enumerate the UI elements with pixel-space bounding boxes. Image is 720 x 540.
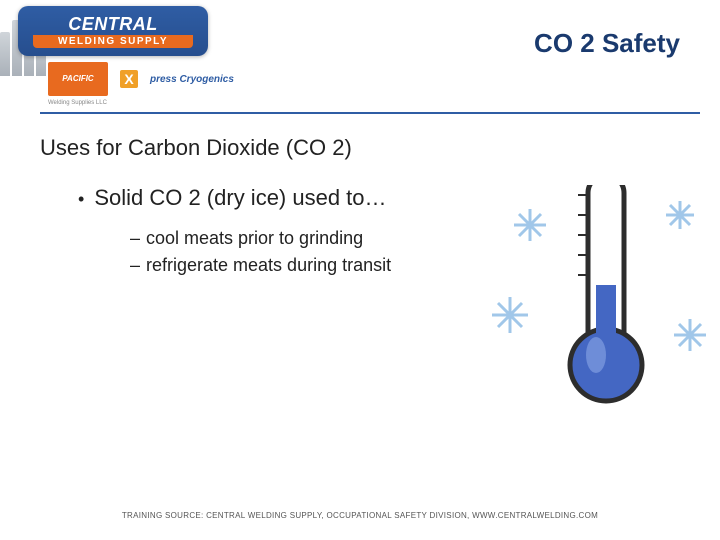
- page-title: CO 2 Safety: [534, 28, 680, 59]
- cryo-label: press Cryogenics: [150, 74, 234, 85]
- central-logo-sub: WELDING SUPPLY: [33, 35, 193, 48]
- sub-bullet-list: –cool meats prior to grinding –refrigera…: [130, 228, 391, 282]
- pacific-label: PACIFIC: [62, 75, 93, 83]
- pacific-logo: PACIFIC Welding Supplies LLC: [48, 62, 108, 96]
- sub-bullet-text: refrigerate meats during transit: [146, 255, 391, 275]
- list-item: –cool meats prior to grinding: [130, 228, 391, 249]
- main-bullet-text: Solid CO 2 (dry ice) used to…: [94, 185, 386, 211]
- sub-bullet-text: cool meats prior to grinding: [146, 228, 363, 248]
- x-badge-icon: X: [120, 70, 138, 88]
- bullet-dot-icon: •: [78, 185, 84, 213]
- pacific-sub: Welding Supplies LLC: [48, 100, 107, 106]
- logo-strip: CENTRAL WELDING SUPPLY PACIFIC Welding S…: [0, 0, 260, 110]
- footer-source: TRAINING SOURCE: CENTRAL WELDING SUPPLY,…: [0, 511, 720, 520]
- central-logo-main: CENTRAL: [68, 14, 158, 35]
- section-subtitle: Uses for Carbon Dioxide (CO 2): [40, 135, 352, 161]
- dash-icon: –: [130, 228, 146, 249]
- thermometer-illustration: [470, 185, 720, 405]
- sub-logos: PACIFIC Welding Supplies LLC X press Cry…: [48, 62, 234, 96]
- list-item: –refrigerate meats during transit: [130, 255, 391, 276]
- thermometer-icon: [570, 185, 642, 401]
- slide-header: CENTRAL WELDING SUPPLY PACIFIC Welding S…: [0, 0, 720, 115]
- central-logo: CENTRAL WELDING SUPPLY: [18, 6, 208, 56]
- header-divider: [40, 112, 700, 114]
- main-bullet: • Solid CO 2 (dry ice) used to…: [78, 185, 387, 213]
- dash-icon: –: [130, 255, 146, 276]
